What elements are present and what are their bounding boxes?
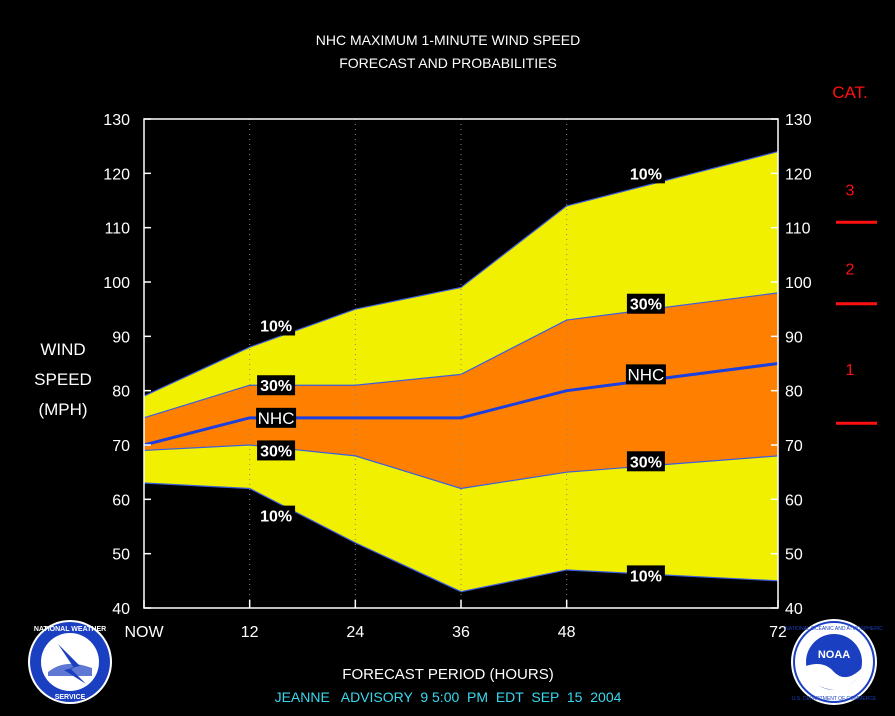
category-title: CAT. [832,83,868,102]
edge-line-upper-10 [143,151,779,397]
svg-text:NATIONAL WEATHER: NATIONAL WEATHER [34,626,106,633]
y-tick-label: 80 [112,384,130,401]
y-axis-label-line1: WIND [40,340,85,359]
y-tick-label-right: 100 [785,275,812,292]
probability-label: 10% [260,318,292,335]
probability-label: 30% [260,443,292,460]
edge-line-upper-30 [143,292,779,419]
chart-title-line2: FORECAST AND PROBABILITIES [339,55,557,71]
y-tick-label-right: 110 [785,221,811,238]
nhc-label: NHC [627,365,664,384]
y-tick-label: 90 [112,329,130,346]
svg-text:SERVICE: SERVICE [55,694,86,701]
edge-line-lower-10 [143,482,779,593]
chart-title-line1: NHC MAXIMUM 1-MINUTE WIND SPEED [316,32,580,48]
probability-label: 30% [260,378,292,395]
probability-label: 10% [630,166,662,183]
svg-text:NATIONAL OCEANIC AND ATMOSPHER: NATIONAL OCEANIC AND ATMOSPHERIC [785,626,883,632]
y-tick-label: 70 [112,438,130,455]
x-tick-label: 36 [452,624,470,641]
y-axis-left: 40 50 60 70 80 90 100 110 120 130 [103,112,151,618]
y-tick-label: 60 [112,492,130,509]
category-scale: 3 2 1 [836,183,877,425]
y-tick-label-right: 90 [785,329,803,346]
x-tick-label: 48 [558,624,576,641]
svg-text:NOAA: NOAA [818,649,850,661]
y-tick-label-right: 130 [785,112,812,129]
x-tick-label: 12 [241,624,259,641]
y-tick-label: 50 [112,547,130,564]
x-axis: NOW 12 24 36 48 72 [124,600,787,641]
x-tick-label: 72 [769,624,787,641]
y-axis-label-line3: (MPH) [38,400,87,419]
label-box [256,407,297,428]
y-tick-label-right: 80 [785,384,803,401]
y-axis-label-line2: SPEED [34,370,92,389]
band-10-90 [144,151,778,592]
x-tick-label: NOW [124,624,164,641]
label-box [626,565,665,586]
x-axis-label: FORECAST PERIOD (HOURS) [342,666,553,683]
advisory-text: JEANNE ADVISORY 9 5:00 PM EDT SEP 15 200… [275,689,622,705]
band-30-70 [144,292,778,489]
label-box [626,293,665,314]
probability-label: 30% [630,297,662,314]
category-label: 1 [846,362,855,379]
label-box [626,451,665,472]
plot-area [143,118,779,609]
label-box [257,375,296,396]
probability-labels: 10% 30% NHC 30% 10% 10% 30% NHC 30% 10% [256,163,666,586]
y-tick-label-right: 70 [785,438,803,455]
label-box [625,364,666,385]
svg-text:U.S. DEPARTMENT OF COMMERCE: U.S. DEPARTMENT OF COMMERCE [792,696,877,702]
y-tick-label-right: 40 [785,601,803,618]
y-axis-right: 40 50 60 70 80 90 100 110 120 130 [771,112,812,618]
label-box [257,315,296,336]
y-tick-label: 120 [103,166,130,183]
nws-logo: NATIONAL WEATHER SERVICE [28,620,112,704]
category-label: 3 [846,183,855,200]
y-tick-label: 110 [104,221,130,238]
nhc-forecast-line [143,362,779,447]
label-box [257,440,296,461]
probability-label: 30% [630,454,662,471]
nhc-label: NHC [258,409,295,428]
y-tick-label: 100 [103,275,130,292]
y-tick-label: 130 [103,112,130,129]
y-tick-label-right: 50 [785,547,803,564]
probability-label: 10% [260,509,292,526]
edge-line-lower-30 [143,444,779,490]
category-label: 2 [846,261,855,278]
y-tick-label: 40 [112,601,130,618]
label-box [626,163,665,184]
noaa-logo: NOAA NATIONAL OCEANIC AND ATMOSPHERIC U.… [785,619,883,705]
label-box [257,505,296,526]
y-tick-label-right: 60 [785,492,803,509]
probability-label: 10% [630,568,662,585]
x-tick-label: 24 [346,624,364,641]
y-tick-label-right: 120 [785,166,812,183]
